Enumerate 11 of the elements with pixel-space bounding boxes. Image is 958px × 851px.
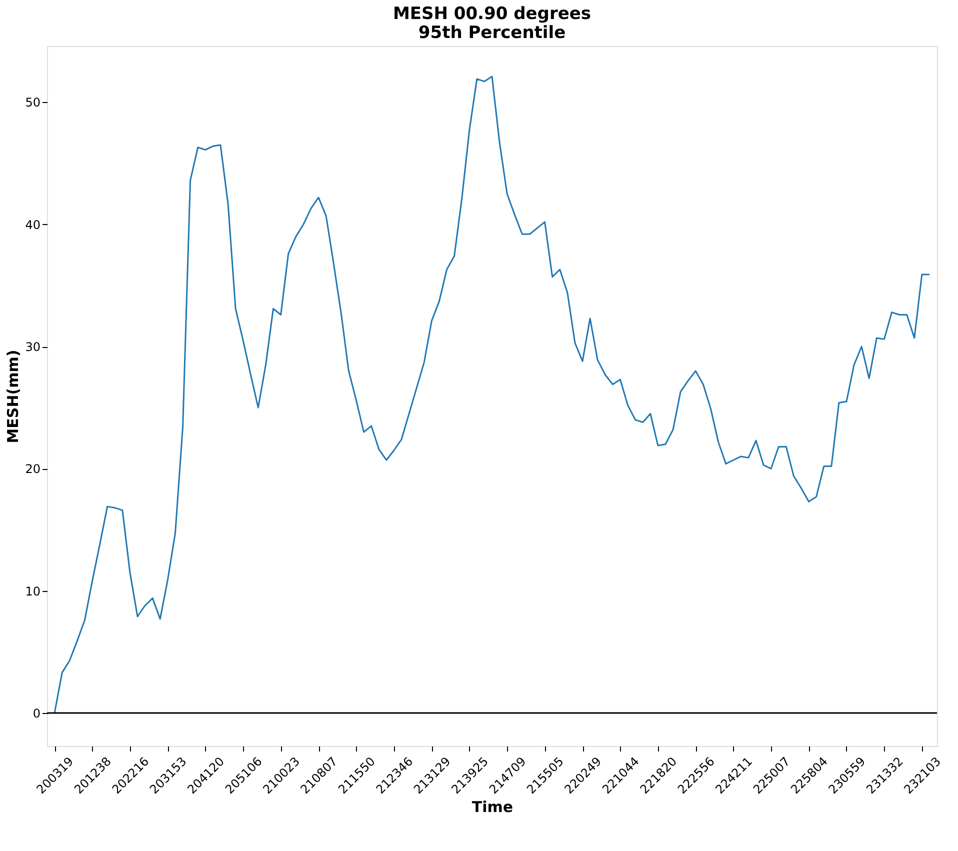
x-axis-title: Time (472, 798, 514, 816)
y-tick-label: 50 (25, 96, 40, 110)
text: MESH 00.90 degrees (392, 4, 592, 24)
text: 95th Percentile (418, 23, 566, 43)
y-tick-label: 30 (25, 340, 40, 354)
line-series (54, 76, 930, 714)
y-tick-label: 40 (25, 218, 40, 232)
y-tick-label: 20 (25, 462, 40, 476)
y-tick-label: 0 (32, 706, 40, 721)
y-axis-title: MESH(mm) (4, 350, 22, 444)
y-tick-label: 10 (25, 584, 40, 598)
